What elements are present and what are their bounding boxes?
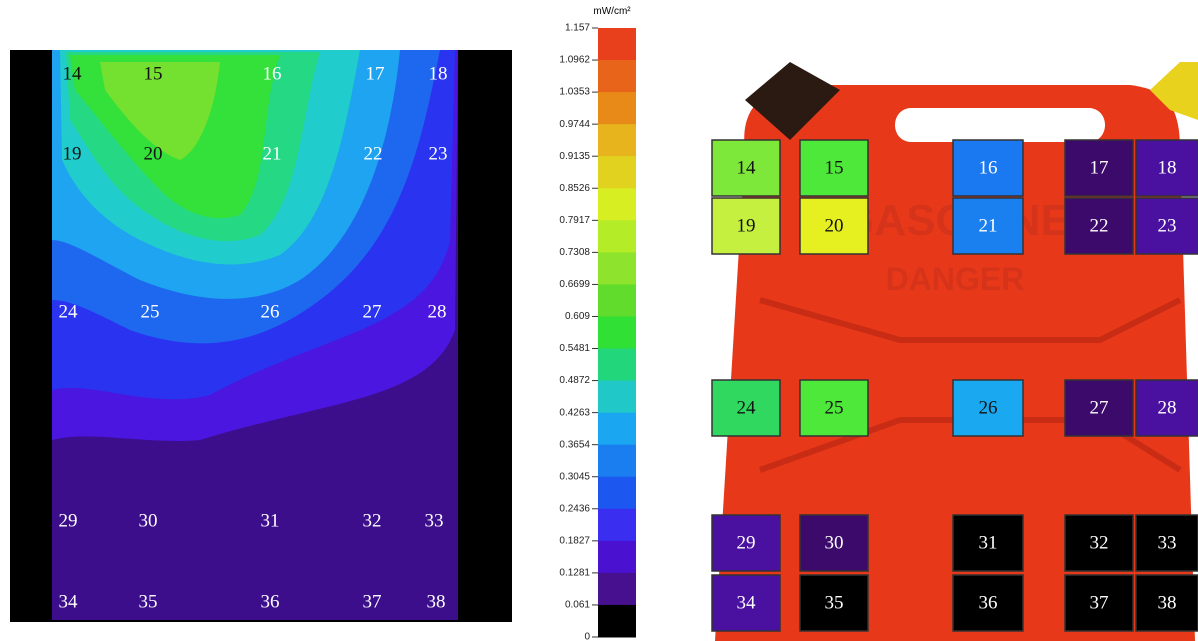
colorbar-band: [598, 573, 636, 606]
colorbar-tick-label: 0.5481: [559, 343, 590, 354]
colorbar-tick-label: 0.609: [565, 311, 590, 322]
colorbar-tick-label: 1.157: [565, 23, 590, 34]
colorbar-band: [598, 188, 636, 221]
colorbar-tick-label: 0.4872: [559, 375, 590, 386]
colorbar-tick-label: 0.8526: [559, 183, 590, 194]
container: GASOLINE DANGER 141516171819202122232425…: [712, 62, 1198, 641]
heatmap-label: 28: [428, 301, 447, 322]
cell-label: 28: [1158, 397, 1177, 418]
cell-label: 16: [979, 157, 998, 178]
cell-label: 30: [825, 532, 844, 553]
colorbar-band: [598, 477, 636, 510]
cell-label: 26: [979, 397, 998, 418]
heatmap-label: 21: [263, 143, 282, 164]
heatmap-label: 22: [364, 143, 383, 164]
colorbar-tick-label: 0.2436: [559, 503, 590, 514]
colorbar-unit: mW/cm²: [593, 6, 631, 17]
colorbar-band: [598, 156, 636, 189]
cell-label: 32: [1090, 532, 1109, 553]
heatmap-label: 37: [363, 591, 382, 612]
colorbar-band: [598, 60, 636, 93]
colorbar-band: [598, 252, 636, 285]
colorbar-band: [598, 316, 636, 349]
colorbar-band: [598, 284, 636, 317]
colorbar-tick-label: 0.7917: [559, 215, 590, 226]
cell-label: 17: [1090, 157, 1109, 178]
colorbar-band: [598, 220, 636, 253]
heatmap-label: 30: [139, 510, 158, 531]
cell-label: 31: [979, 532, 998, 553]
heatmap-label: 24: [59, 301, 79, 322]
cell-label: 37: [1090, 592, 1109, 613]
heatmap-label: 34: [59, 591, 79, 612]
colorbar-band: [598, 413, 636, 446]
heatmap-label: 15: [144, 63, 163, 84]
heatmap: 14 15 16 17 18 19 20 21 22 23 24 25 26 27 28 29 30 31 32 33…: [10, 50, 512, 622]
colorbar: mW/cm² 1.157 1.0962 1.0353 0.9744 0.9135 0.85…: [559, 6, 636, 641]
heatmap-label: 26: [261, 301, 280, 322]
colorbar-tick-label: 0: [584, 632, 590, 641]
heatmap-label: 33: [425, 510, 444, 531]
colorbar-tick-label: 1.0353: [559, 87, 590, 98]
cell-label: 34: [737, 592, 757, 613]
heatmap-label: 32: [363, 510, 382, 531]
heatmap-label: 19: [63, 143, 82, 164]
can-handle-hole: [895, 108, 1105, 142]
cell-label: 21: [979, 215, 998, 236]
embossed-text: DANGER: [886, 261, 1025, 297]
heatmap-label: 25: [141, 301, 160, 322]
heatmap-label: 38: [427, 591, 446, 612]
colorbar-band: [598, 605, 636, 638]
cell-label: 19: [737, 215, 756, 236]
cell-label: 36: [979, 592, 998, 613]
cell-label: 35: [825, 592, 844, 613]
colorbar-tick-label: 0.7308: [559, 247, 590, 258]
colorbar-band: [598, 541, 636, 574]
heatmap-label: 36: [261, 591, 280, 612]
cell-label: 24: [737, 397, 757, 418]
cell-label: 38: [1158, 592, 1177, 613]
heatmap-label: 31: [261, 510, 280, 531]
heatmap-label: 17: [366, 63, 385, 84]
heatmap-label: 18: [429, 63, 448, 84]
cell-label: 15: [825, 157, 844, 178]
cell-label: 14: [737, 157, 757, 178]
colorbar-band: [598, 124, 636, 157]
cell-label: 20: [825, 215, 844, 236]
colorbar-tick-label: 1.0962: [559, 55, 590, 66]
heatmap-label: 29: [59, 510, 78, 531]
colorbar-band: [598, 509, 636, 542]
colorbar-band: [598, 349, 636, 382]
colorbar-tick-label: 0.3654: [559, 439, 590, 450]
colorbar-band: [598, 381, 636, 414]
heatmap-label: 27: [363, 301, 382, 322]
cell-label: 29: [737, 532, 756, 553]
cell-label: 23: [1158, 215, 1177, 236]
cell-label: 18: [1158, 157, 1177, 178]
heatmap-label: 20: [144, 143, 163, 164]
heatmap-label: 14: [63, 63, 83, 84]
colorbar-tick-label: 0.4263: [559, 407, 590, 418]
cell-label: 25: [825, 397, 844, 418]
colorbar-tick-label: 0.9744: [559, 119, 590, 130]
heatmap-label: 35: [139, 591, 158, 612]
colorbar-tick-label: 0.6699: [559, 279, 590, 290]
colorbar-tick-label: 0.3045: [559, 471, 590, 482]
colorbar-tick-label: 0.9135: [559, 151, 590, 162]
figure: 14 15 16 17 18 19 20 21 22 23 24 25 26 27 28 29 30 31 32 33…: [0, 0, 1198, 641]
colorbar-band: [598, 28, 636, 61]
cell-label: 33: [1158, 532, 1177, 553]
heatmap-label: 23: [429, 143, 448, 164]
colorbar-band: [598, 445, 636, 478]
colorbar-tick-label: 0.061: [565, 600, 590, 611]
colorbar-tick-label: 0.1281: [559, 568, 590, 579]
cell-label: 22: [1090, 215, 1109, 236]
colorbar-tick-label: 0.1827: [559, 535, 590, 546]
colorbar-band: [598, 92, 636, 125]
heatmap-label: 16: [263, 63, 282, 84]
cell-label: 27: [1090, 397, 1109, 418]
